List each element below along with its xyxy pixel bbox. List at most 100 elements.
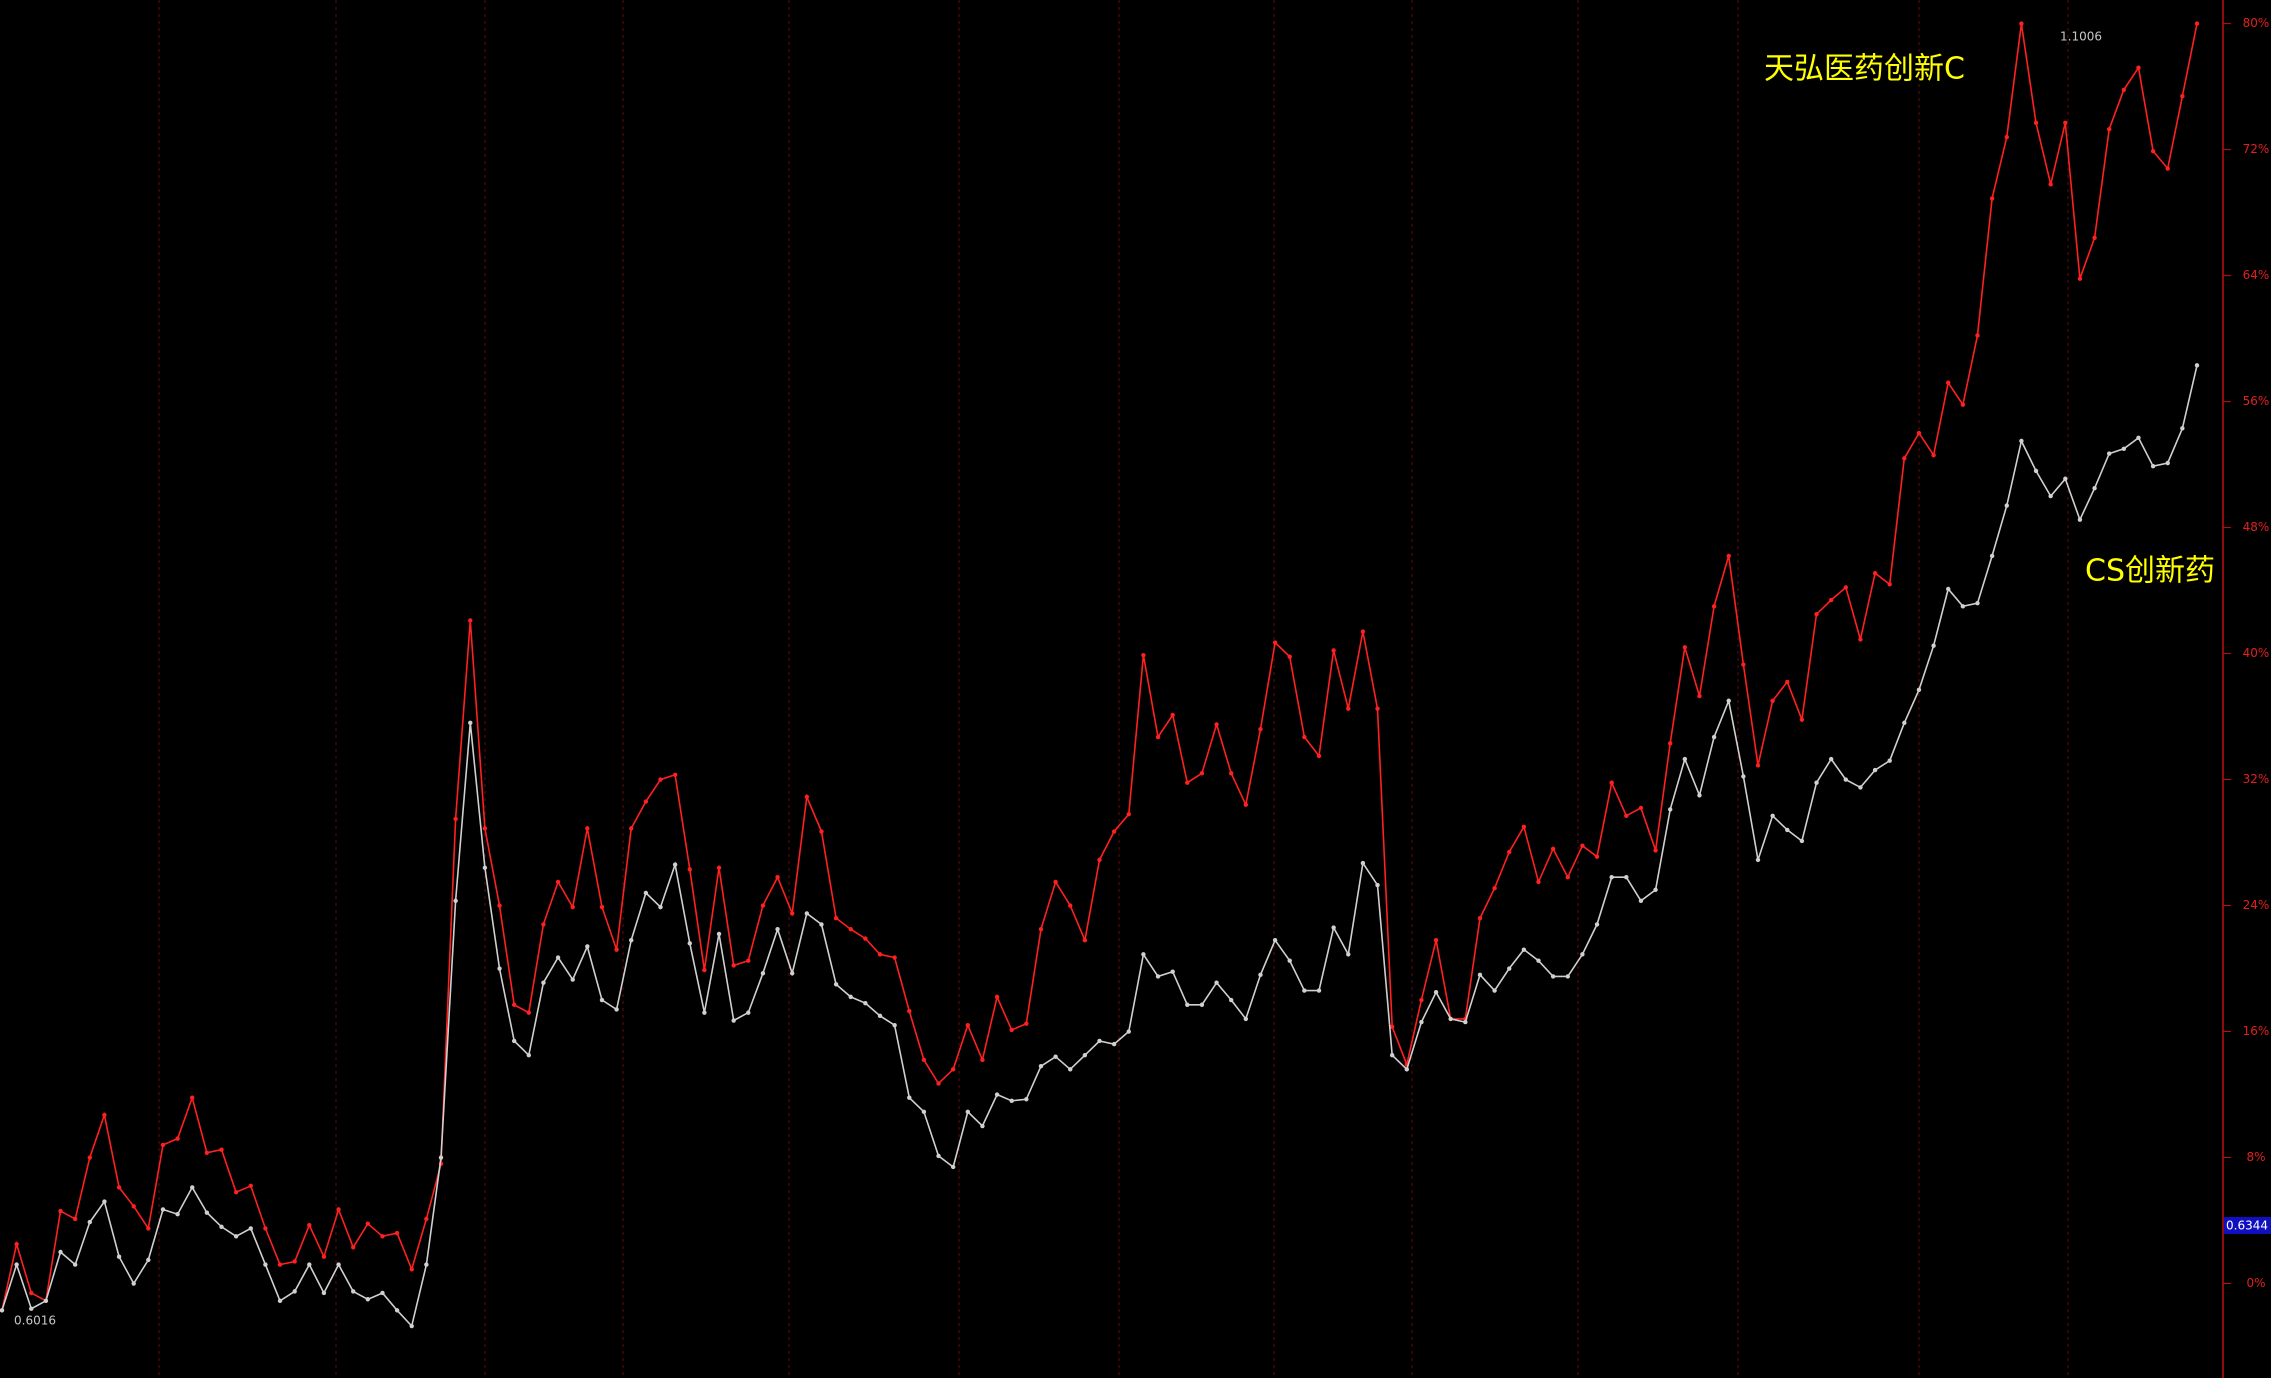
point-marker	[585, 944, 590, 949]
point-marker	[1770, 698, 1775, 704]
point-marker	[526, 1010, 531, 1015]
point-marker	[1594, 854, 1600, 859]
point-marker	[248, 1183, 253, 1189]
point-marker	[2048, 493, 2053, 499]
point-marker	[263, 1262, 268, 1267]
point-marker	[1068, 1067, 1073, 1072]
point-marker	[555, 955, 561, 960]
min-annotation: 0.6016	[14, 1314, 56, 1328]
point-marker	[1097, 857, 1102, 863]
point-marker	[1741, 662, 1746, 667]
point-marker	[1433, 937, 1439, 943]
point-marker	[1755, 857, 1761, 863]
point-marker	[1668, 741, 1673, 746]
point-marker	[1243, 1016, 1249, 1022]
point-marker	[1141, 652, 1146, 658]
point-marker	[102, 1112, 107, 1118]
y-tick-label: 64%	[2243, 268, 2270, 282]
point-marker	[1243, 802, 1249, 807]
point-marker	[263, 1226, 268, 1231]
point-marker	[1653, 848, 1658, 853]
point-marker	[629, 826, 634, 831]
point-marker	[1316, 753, 1322, 759]
point-marker	[321, 1290, 327, 1296]
point-marker	[1199, 1002, 1205, 1007]
point-marker	[614, 1007, 619, 1012]
point-marker	[497, 966, 502, 971]
point-marker	[672, 772, 678, 778]
point-marker	[1111, 1041, 1117, 1047]
point-marker	[1229, 997, 1234, 1003]
point-marker	[233, 1189, 239, 1195]
point-marker	[424, 1262, 429, 1267]
point-marker	[760, 971, 766, 976]
y-tick-label: 80%	[2243, 16, 2270, 30]
point-marker	[29, 1306, 34, 1311]
y-tick-label: 32%	[2243, 772, 2270, 786]
point-marker	[1828, 597, 1834, 603]
point-marker	[2121, 446, 2127, 452]
y-tick-label: 48%	[2243, 520, 2270, 534]
point-marker	[1536, 958, 1541, 963]
point-marker	[190, 1095, 195, 1100]
point-marker	[1302, 734, 1307, 740]
point-marker	[1741, 774, 1746, 779]
point-marker	[1331, 648, 1336, 653]
point-marker	[1258, 726, 1263, 732]
point-marker	[190, 1185, 195, 1190]
point-marker	[1492, 886, 1497, 891]
point-marker	[497, 903, 502, 908]
point-marker	[570, 904, 575, 910]
point-marker	[29, 1290, 34, 1296]
point-marker	[116, 1185, 122, 1190]
point-marker	[2092, 235, 2097, 241]
point-marker	[307, 1262, 312, 1267]
point-marker	[892, 1023, 897, 1028]
point-marker	[14, 1262, 19, 1267]
point-marker	[702, 1010, 707, 1015]
point-marker	[1858, 637, 1863, 642]
point-marker	[1024, 1021, 1029, 1026]
point-marker	[2063, 120, 2068, 126]
point-marker	[541, 980, 546, 985]
point-marker	[848, 994, 853, 1000]
point-marker	[1843, 585, 1849, 590]
point-marker	[1609, 780, 1614, 785]
point-marker	[1126, 1029, 1131, 1034]
point-marker	[277, 1262, 283, 1267]
point-marker	[1902, 456, 1907, 461]
point-marker	[1697, 693, 1702, 699]
point-marker	[1038, 926, 1044, 932]
point-marker	[2180, 93, 2185, 99]
point-marker	[1214, 722, 1219, 727]
point-marker	[1185, 780, 1190, 785]
point-marker	[72, 1262, 78, 1267]
point-marker	[1141, 952, 1146, 957]
point-marker	[1229, 771, 1234, 776]
point-marker	[775, 874, 780, 880]
point-marker	[892, 955, 897, 960]
point-marker	[1565, 974, 1570, 979]
point-marker	[1038, 1063, 1044, 1069]
point-marker	[1419, 997, 1424, 1003]
point-marker	[14, 1241, 19, 1247]
point-marker	[219, 1147, 224, 1152]
point-marker	[1272, 640, 1278, 645]
point-marker	[292, 1289, 297, 1294]
point-marker	[204, 1210, 210, 1215]
point-marker	[160, 1142, 166, 1148]
point-marker	[570, 977, 575, 982]
point-marker	[1170, 969, 1175, 974]
point-marker	[819, 922, 824, 927]
point-marker	[1946, 380, 1951, 385]
point-marker	[599, 904, 605, 910]
point-marker	[394, 1308, 400, 1313]
point-marker	[1477, 972, 1483, 978]
point-marker	[1872, 571, 1878, 576]
y-tick-label: 56%	[2243, 394, 2270, 408]
point-marker	[511, 1038, 517, 1044]
point-marker	[2048, 182, 2053, 187]
period-dividers	[158, 0, 2069, 1378]
point-marker	[2004, 503, 2009, 508]
